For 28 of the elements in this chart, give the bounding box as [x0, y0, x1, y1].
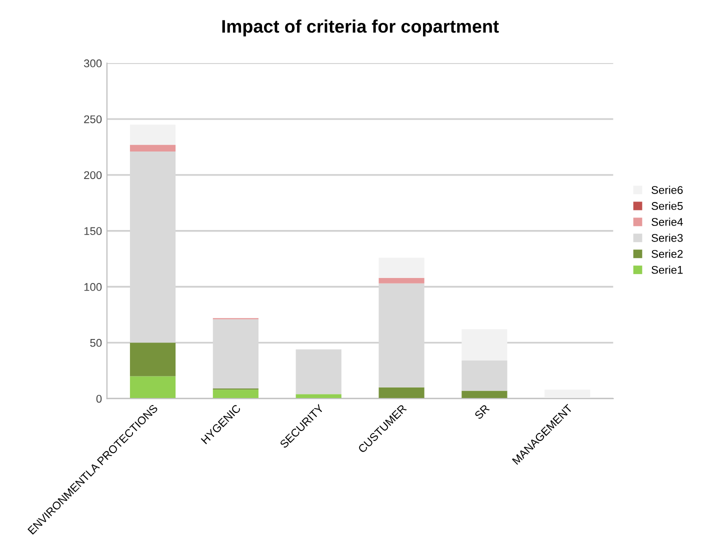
bar — [462, 390, 508, 399]
bar — [544, 390, 590, 399]
legend-label: Serie3 — [652, 234, 683, 242]
legend-label: Serie5 — [652, 202, 683, 210]
bar — [130, 342, 176, 376]
bar — [130, 376, 176, 399]
legend-label: Serie1 — [652, 266, 683, 274]
y-tick-label: 50 — [90, 338, 102, 347]
bar — [130, 124, 176, 145]
y-tick-label: 200 — [84, 171, 102, 180]
legend-label: Serie2 — [652, 250, 683, 258]
bar — [378, 278, 424, 284]
x-tick-label: SR — [474, 404, 490, 420]
y-tick-label: 0 — [96, 394, 102, 403]
y-tick-label: 300 — [84, 59, 102, 68]
bar — [296, 349, 342, 394]
bar — [378, 387, 424, 399]
bar — [130, 144, 176, 152]
legend-label: Serie6 — [652, 186, 683, 194]
y-tick-label: 100 — [84, 283, 102, 291]
bar — [212, 390, 258, 399]
bar — [462, 360, 508, 391]
bar — [378, 258, 424, 278]
bar — [462, 329, 508, 361]
legend-label: Serie4 — [652, 218, 683, 226]
y-tick-label: 150 — [84, 227, 102, 235]
y-tick-label: 250 — [84, 115, 102, 124]
chart-title: Impact of criteria for copartment — [222, 20, 499, 36]
